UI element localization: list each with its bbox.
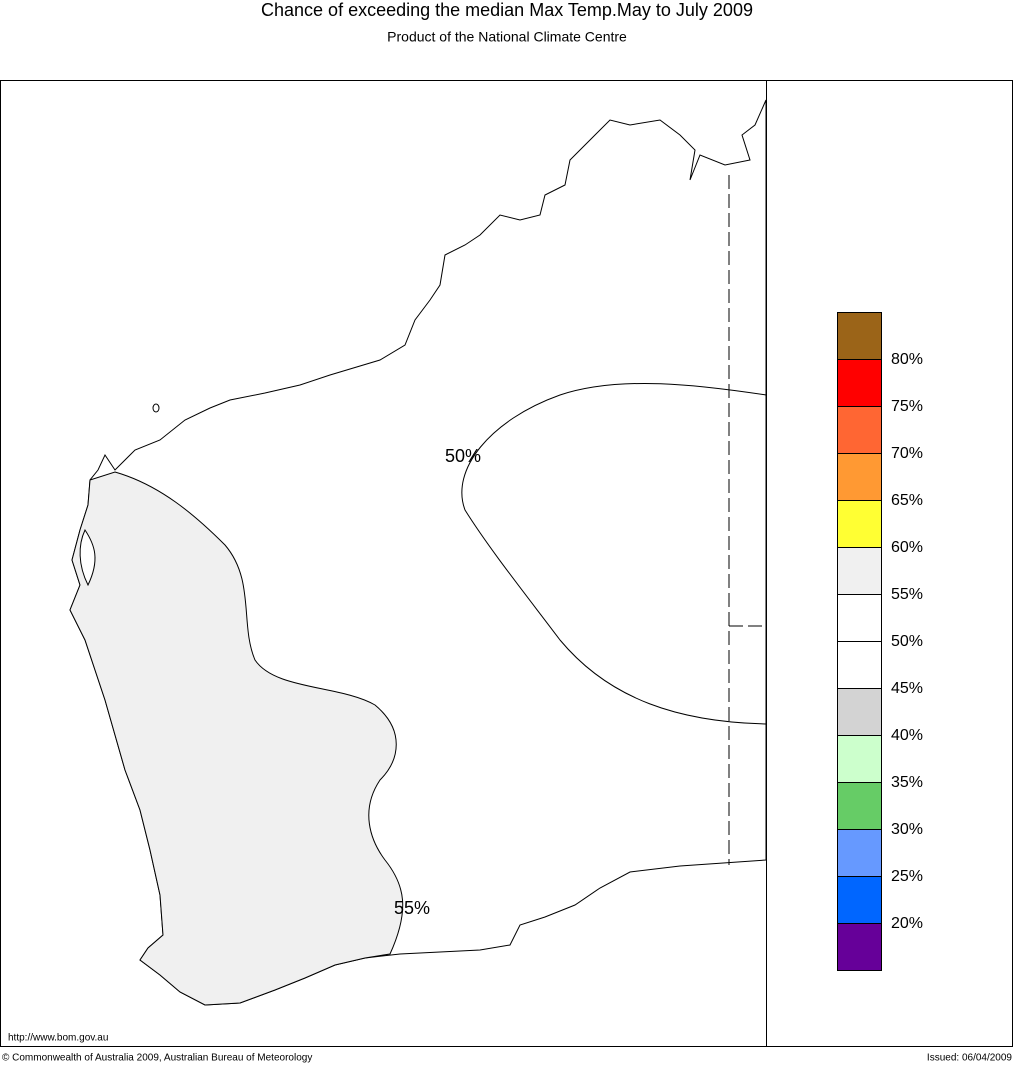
legend-label: 55%	[891, 586, 923, 603]
legend-swatch	[837, 547, 882, 595]
legend-swatch	[837, 453, 882, 501]
copyright: © Commonwealth of Australia 2009, Austra…	[2, 1053, 312, 1064]
subtitle: Product of the National Climate Centre	[387, 29, 627, 45]
contour-label: 55%	[394, 898, 430, 918]
legend: 80% 75% 70% 65% 60% 55% 50% 45% 40% 35% 30% 25% 20%	[837, 312, 923, 971]
island	[152, 403, 160, 413]
legend-label: 20%	[891, 915, 923, 932]
legend-label: 65%	[891, 492, 923, 509]
legend-label: 45%	[891, 680, 923, 697]
legend-label: 30%	[891, 821, 923, 838]
legend-label: 75%	[891, 398, 923, 415]
legend-swatch	[837, 406, 882, 454]
state-border	[728, 175, 766, 865]
legend-label: 50%	[891, 633, 923, 650]
legend-label: 25%	[891, 868, 923, 885]
legend-swatch	[837, 594, 882, 642]
legend-swatch	[837, 923, 882, 971]
legend-swatch	[837, 876, 882, 924]
shaded-55-region	[69, 471, 404, 1006]
source-url: http://www.bom.gov.au	[8, 1033, 108, 1044]
legend-swatch	[837, 312, 882, 360]
legend-swatch	[837, 829, 882, 877]
contour-50	[461, 382, 767, 725]
legend-label: 35%	[891, 774, 923, 791]
legend-label: 70%	[891, 445, 923, 462]
legend-swatch	[837, 641, 882, 689]
issued-date: Issued: 06/04/2009	[927, 1053, 1013, 1064]
legend-swatch	[837, 782, 882, 830]
legend-swatch	[837, 735, 882, 783]
lake	[79, 528, 96, 587]
title: Chance of exceeding the median Max Temp.…	[261, 0, 753, 20]
legend-label: 40%	[891, 727, 923, 744]
legend-swatch	[837, 359, 882, 407]
legend-label: 80%	[891, 351, 923, 368]
legend-swatch	[837, 688, 882, 736]
legend-label: 60%	[891, 539, 923, 556]
contour-label: 50%	[445, 446, 481, 466]
legend-swatch	[837, 500, 882, 548]
